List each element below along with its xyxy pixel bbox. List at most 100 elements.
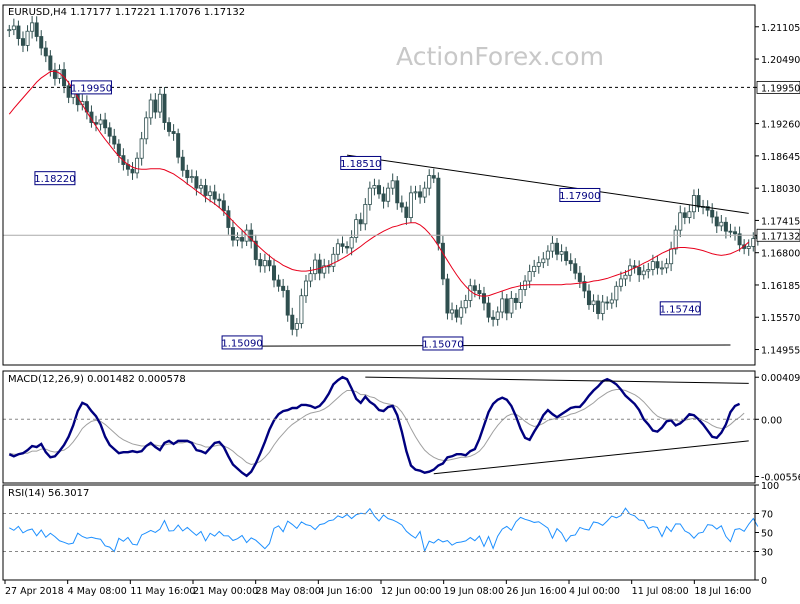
- price-annotation-label: 1.19950: [71, 83, 112, 94]
- text-layer: 1.21105 1.20490 1.19950 1.19260 1.18645 1.180…: [5, 7, 800, 597]
- candle-body: [710, 209, 715, 218]
- candle-body: [212, 191, 217, 200]
- price-tick-label: 1.16185: [761, 281, 800, 292]
- price-tick-label: 1.14955: [761, 346, 800, 357]
- price-level-tag: [756, 80, 800, 94]
- candle-body: [596, 300, 601, 314]
- price-tick-label: 1.18030: [761, 184, 800, 195]
- candle-body: [194, 176, 199, 189]
- candle-body: [737, 233, 742, 246]
- price-tick-label: 1.18645: [761, 152, 800, 163]
- candle-body: [52, 69, 57, 79]
- candle-body: [285, 290, 290, 316]
- candle-body: [16, 25, 21, 39]
- candle-body: [376, 185, 381, 195]
- candle-body: [144, 117, 149, 140]
- candle-body: [386, 187, 391, 202]
- candle-body: [34, 22, 39, 37]
- price-level-tag: [756, 228, 800, 242]
- candle-body: [696, 195, 701, 208]
- candle-body: [189, 176, 194, 179]
- candle-body: [564, 251, 569, 261]
- time-tick-label: 28 May 08:00: [256, 586, 321, 597]
- candle-body: [135, 157, 140, 174]
- candle-body: [299, 295, 304, 324]
- price-annotation-box: [659, 301, 701, 316]
- candle-body: [413, 191, 418, 194]
- rsi-panel-frame: [2, 484, 756, 581]
- macd-panel-frame: [2, 370, 756, 484]
- candle-body: [381, 193, 386, 202]
- candle-body: [513, 297, 518, 303]
- price-annotation-label: 1.17900: [559, 191, 600, 202]
- candle-body: [450, 309, 455, 314]
- candle-body: [518, 289, 523, 303]
- candle-body: [641, 270, 646, 276]
- macd-tick-label: 0.00: [761, 415, 782, 426]
- candle-body: [495, 311, 500, 320]
- candle-body: [719, 221, 724, 227]
- candle-body: [609, 299, 614, 304]
- candle-body: [121, 155, 126, 165]
- rsi-title: RSI(14) 56.3017: [8, 488, 89, 499]
- candle-body: [431, 175, 436, 179]
- candle-body: [66, 85, 71, 98]
- candle-body: [472, 285, 477, 291]
- candle-body: [363, 204, 368, 225]
- candle-body: [20, 38, 25, 46]
- price-annotation-box: [340, 155, 382, 170]
- candle-body: [568, 260, 573, 265]
- price-annotation-box: [221, 335, 263, 350]
- rsi-tick-label: 0: [761, 576, 767, 587]
- price-tick-label: 1.19260: [761, 120, 800, 131]
- candle-body: [281, 285, 286, 291]
- candle-body: [262, 260, 267, 267]
- price-tick-label: 1.16800: [761, 249, 800, 260]
- candle-body: [623, 274, 628, 280]
- candle-body: [372, 185, 377, 189]
- candle-body: [217, 198, 222, 202]
- candle-body: [7, 29, 12, 32]
- candle-body: [198, 185, 203, 189]
- price-tick-label: 1.19950: [761, 83, 800, 94]
- candle-body: [340, 243, 345, 247]
- candle-body: [659, 267, 664, 270]
- watermark: ActionForex.com: [396, 42, 604, 71]
- candle-body: [555, 242, 560, 255]
- price-annotation-label: 1.18220: [34, 174, 75, 185]
- candle-body: [436, 177, 441, 244]
- candle-body: [185, 169, 190, 179]
- candle-body: [600, 301, 605, 314]
- candle-body: [176, 133, 181, 158]
- candle-body: [573, 263, 578, 274]
- rsi-tick-label: 30: [761, 548, 773, 559]
- candle-body: [577, 272, 582, 282]
- rsi-tick-label: 50: [761, 529, 773, 540]
- macd-main-line: [8, 375, 741, 478]
- candle-body: [614, 285, 619, 301]
- time-tick-label: 21 May 00:00: [193, 586, 258, 597]
- candle-body: [550, 242, 555, 252]
- candle-body: [345, 245, 350, 249]
- time-tick-label: 4 Jun 16:00: [318, 586, 372, 597]
- macd-trendline: [433, 440, 749, 475]
- candle-body: [162, 93, 167, 123]
- rsi-tick-label: 100: [761, 481, 779, 492]
- candle-body: [445, 278, 450, 314]
- candle-body: [404, 206, 409, 218]
- time-tick-label: 27 Apr 2018: [5, 586, 64, 597]
- candle-body: [358, 219, 363, 225]
- candle-body: [139, 138, 144, 159]
- candle-body: [418, 191, 423, 198]
- candle-body: [618, 278, 623, 287]
- candle-body: [167, 122, 172, 132]
- price-annotation-box: [559, 187, 601, 202]
- candle-body: [272, 265, 277, 281]
- macd-tick-label: 0.004094: [761, 373, 800, 384]
- candle-body: [98, 119, 103, 125]
- macd-tick-label: -0.005568: [761, 473, 800, 484]
- candle-body: [313, 259, 318, 275]
- candle-body: [294, 323, 299, 330]
